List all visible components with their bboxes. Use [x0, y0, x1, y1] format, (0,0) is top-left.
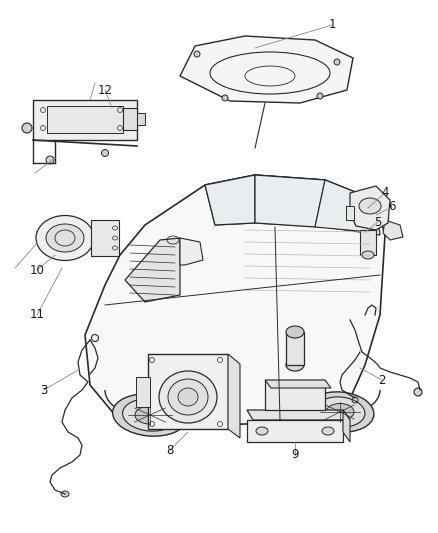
- Polygon shape: [265, 380, 331, 388]
- Ellipse shape: [168, 379, 208, 415]
- Polygon shape: [255, 175, 325, 227]
- Text: 3: 3: [40, 384, 48, 397]
- Bar: [247, 420, 343, 442]
- Ellipse shape: [194, 51, 200, 57]
- Ellipse shape: [414, 388, 422, 396]
- Bar: [360, 230, 376, 255]
- Ellipse shape: [322, 427, 334, 435]
- Polygon shape: [247, 410, 350, 420]
- Ellipse shape: [135, 406, 165, 424]
- Ellipse shape: [46, 156, 54, 164]
- Text: 11: 11: [29, 309, 45, 321]
- Text: 5: 5: [374, 215, 381, 229]
- Ellipse shape: [178, 388, 198, 406]
- Text: 2: 2: [378, 374, 386, 386]
- Bar: [137, 113, 145, 125]
- Ellipse shape: [326, 403, 354, 421]
- Polygon shape: [180, 238, 203, 265]
- Polygon shape: [180, 36, 353, 103]
- Ellipse shape: [36, 215, 94, 261]
- Polygon shape: [383, 220, 403, 240]
- Polygon shape: [205, 175, 255, 225]
- Ellipse shape: [222, 95, 228, 101]
- Ellipse shape: [256, 427, 268, 435]
- Ellipse shape: [315, 397, 365, 427]
- Bar: [346, 206, 354, 220]
- Polygon shape: [350, 186, 390, 230]
- Polygon shape: [315, 180, 375, 232]
- Ellipse shape: [359, 198, 381, 214]
- Bar: [91, 220, 119, 256]
- Polygon shape: [47, 106, 123, 133]
- Ellipse shape: [123, 399, 177, 431]
- Polygon shape: [85, 175, 385, 425]
- Polygon shape: [205, 175, 380, 235]
- Text: 8: 8: [166, 443, 174, 456]
- Ellipse shape: [61, 491, 69, 497]
- Polygon shape: [343, 410, 350, 442]
- Ellipse shape: [102, 149, 109, 157]
- Ellipse shape: [113, 394, 187, 436]
- Text: 1: 1: [328, 19, 336, 31]
- Ellipse shape: [317, 93, 323, 99]
- Text: 12: 12: [98, 84, 113, 96]
- Ellipse shape: [22, 123, 32, 133]
- Polygon shape: [228, 354, 240, 438]
- Text: 4: 4: [381, 187, 389, 199]
- Ellipse shape: [286, 359, 304, 371]
- Bar: [286, 332, 304, 365]
- Polygon shape: [125, 238, 180, 302]
- Text: 9: 9: [291, 448, 299, 462]
- Ellipse shape: [362, 251, 374, 259]
- Bar: [148, 354, 228, 429]
- Text: 10: 10: [29, 263, 44, 277]
- Bar: [265, 380, 325, 410]
- Bar: [136, 377, 150, 407]
- Ellipse shape: [286, 326, 304, 338]
- Text: 6: 6: [388, 200, 396, 214]
- Bar: [123, 108, 137, 130]
- Polygon shape: [33, 100, 137, 140]
- Ellipse shape: [46, 224, 84, 252]
- Ellipse shape: [159, 371, 217, 423]
- Ellipse shape: [334, 59, 340, 65]
- Ellipse shape: [306, 392, 374, 432]
